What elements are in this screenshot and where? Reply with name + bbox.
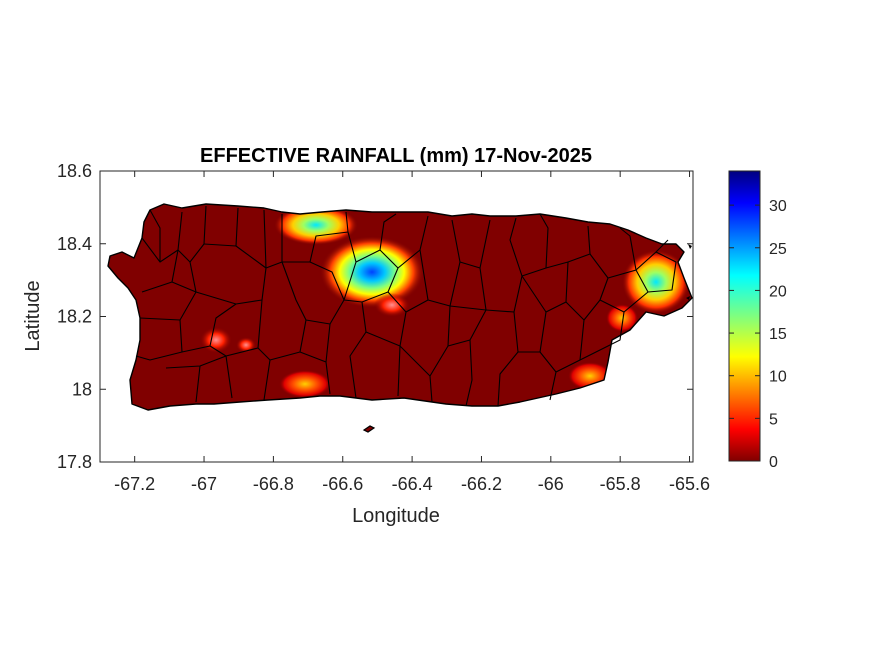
y-tick-label: 18: [72, 379, 92, 399]
colorbar-tick-label: 25: [769, 241, 787, 258]
rain-area-center-south: [374, 293, 410, 317]
rain-area-north-central-max: [320, 236, 424, 308]
y-tick-label: 18.6: [57, 161, 92, 181]
rain-area-northeast: [622, 250, 690, 314]
x-tick-label: -67.2: [114, 474, 155, 494]
x-tick-label: -67: [191, 474, 217, 494]
colorbar-gradient: [728, 170, 761, 462]
x-tick-label: -65.6: [669, 474, 710, 494]
y-tick-label: 17.8: [57, 452, 92, 472]
colorbar-tick-label: 0: [769, 454, 778, 471]
x-tick-label: -65.8: [600, 474, 641, 494]
y-axis-label: Latitude: [22, 280, 44, 351]
y-tick-label: 18.4: [57, 234, 92, 254]
colorbar-tick-label: 5: [769, 411, 778, 428]
x-tick-label: -66: [538, 474, 564, 494]
island-fragment-east: [688, 244, 692, 249]
colorbar-tick-label: 20: [769, 283, 787, 300]
colorbar-tick-label: 10: [769, 369, 787, 386]
rainfall-overlay: [200, 205, 690, 398]
map-axes: -67.2 -67 -66.8 -66.6 -66.4 -66.2 -66 -65.8 -65.…: [22, 145, 710, 527]
x-tick-label: -66.4: [392, 474, 433, 494]
x-axis-label: Longitude: [352, 505, 440, 527]
island-outline: [107, 203, 693, 411]
rain-area-west-2: [236, 337, 256, 353]
rain-area-west: [200, 327, 232, 353]
colorbar-tick-label: 30: [769, 198, 787, 215]
map-title: EFFECTIVE RAINFALL (mm) 17-Nov-2025: [200, 145, 592, 167]
island-vieques-fragment: [362, 425, 376, 433]
rain-area-east: [606, 304, 638, 332]
island: [107, 203, 693, 433]
colorbar-ticks: 30 25 20 15 10 5 0: [729, 198, 787, 471]
colorbar: 30 25 20 15 10 5 0: [728, 170, 787, 471]
colorbar-tick-label: 15: [769, 326, 787, 343]
x-ticks: -67.2 -67 -66.8 -66.6 -66.4 -66.2 -66 -65.8 -65.…: [114, 171, 710, 494]
x-tick-label: -66.2: [461, 474, 502, 494]
x-tick-label: -66.8: [253, 474, 294, 494]
island-fragment-east-2: [686, 296, 690, 300]
y-ticks: 18.6 18.4 18.2 18 17.8: [57, 161, 693, 472]
y-tick-label: 18.2: [57, 307, 92, 327]
x-tick-label: -66.6: [322, 474, 363, 494]
rain-area-north-coast: [274, 205, 358, 245]
municipality-boundaries: [135, 205, 677, 407]
rain-area-south: [279, 370, 331, 398]
